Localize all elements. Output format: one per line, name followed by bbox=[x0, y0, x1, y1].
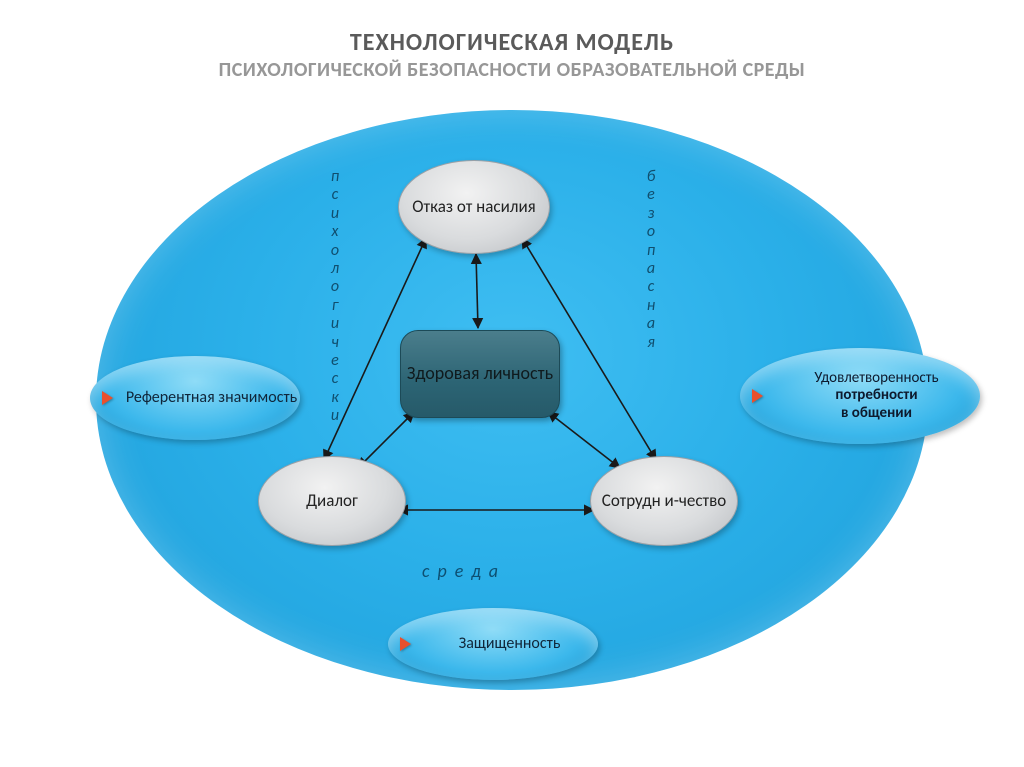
title-sub: ПСИХОЛОГИЧЕСКОЙ БЕЗОПАСНОСТИ ОБРАЗОВАТЕЛ… bbox=[0, 58, 1024, 83]
node-right-label: Сотрудн и-чество bbox=[602, 491, 726, 511]
bubble-right-l1: Удовлетворенность bbox=[814, 369, 938, 387]
bubble-bottom-text: Защищенность bbox=[421, 635, 598, 653]
bubble-left: Референтная значимость bbox=[90, 356, 300, 440]
bubble-right-l3: в общении bbox=[841, 404, 912, 422]
bubble-left-text: Референтная значимость bbox=[123, 389, 300, 407]
bullet-icon bbox=[752, 389, 763, 403]
node-left: Диалог bbox=[258, 456, 406, 546]
arc-label-right: безопасная bbox=[642, 168, 662, 352]
center-label: Здоровая личность bbox=[407, 363, 553, 385]
node-top-label: Отказ от насилия bbox=[412, 197, 535, 217]
bullet-icon bbox=[400, 637, 411, 651]
title-main: ТЕХНОЛОГИЧЕСКАЯ МОДЕЛЬ bbox=[0, 28, 1024, 58]
bubble-right: Удовлетворенность потребности в общении bbox=[740, 348, 980, 444]
page-title: ТЕХНОЛОГИЧЕСКАЯ МОДЕЛЬ ПСИХОЛОГИЧЕСКОЙ Б… bbox=[0, 0, 1024, 83]
bubble-right-l2: потребности bbox=[835, 386, 917, 404]
bubble-bottom: Защищенность bbox=[388, 608, 598, 680]
arc-label-left: психологически bbox=[326, 168, 346, 425]
arc-label-bottom: среда bbox=[422, 560, 506, 582]
bullet-icon bbox=[102, 391, 113, 405]
node-left-label: Диалог bbox=[306, 491, 358, 511]
node-top: Отказ от насилия bbox=[398, 160, 550, 254]
arc-right-letters: безопасная bbox=[647, 167, 658, 352]
node-right: Сотрудн и-чество bbox=[590, 456, 738, 546]
arc-left-letters: психологически bbox=[331, 167, 341, 425]
center-node: Здоровая личность bbox=[400, 330, 560, 418]
bubble-right-text: Удовлетворенность потребности в общении bbox=[773, 370, 980, 422]
